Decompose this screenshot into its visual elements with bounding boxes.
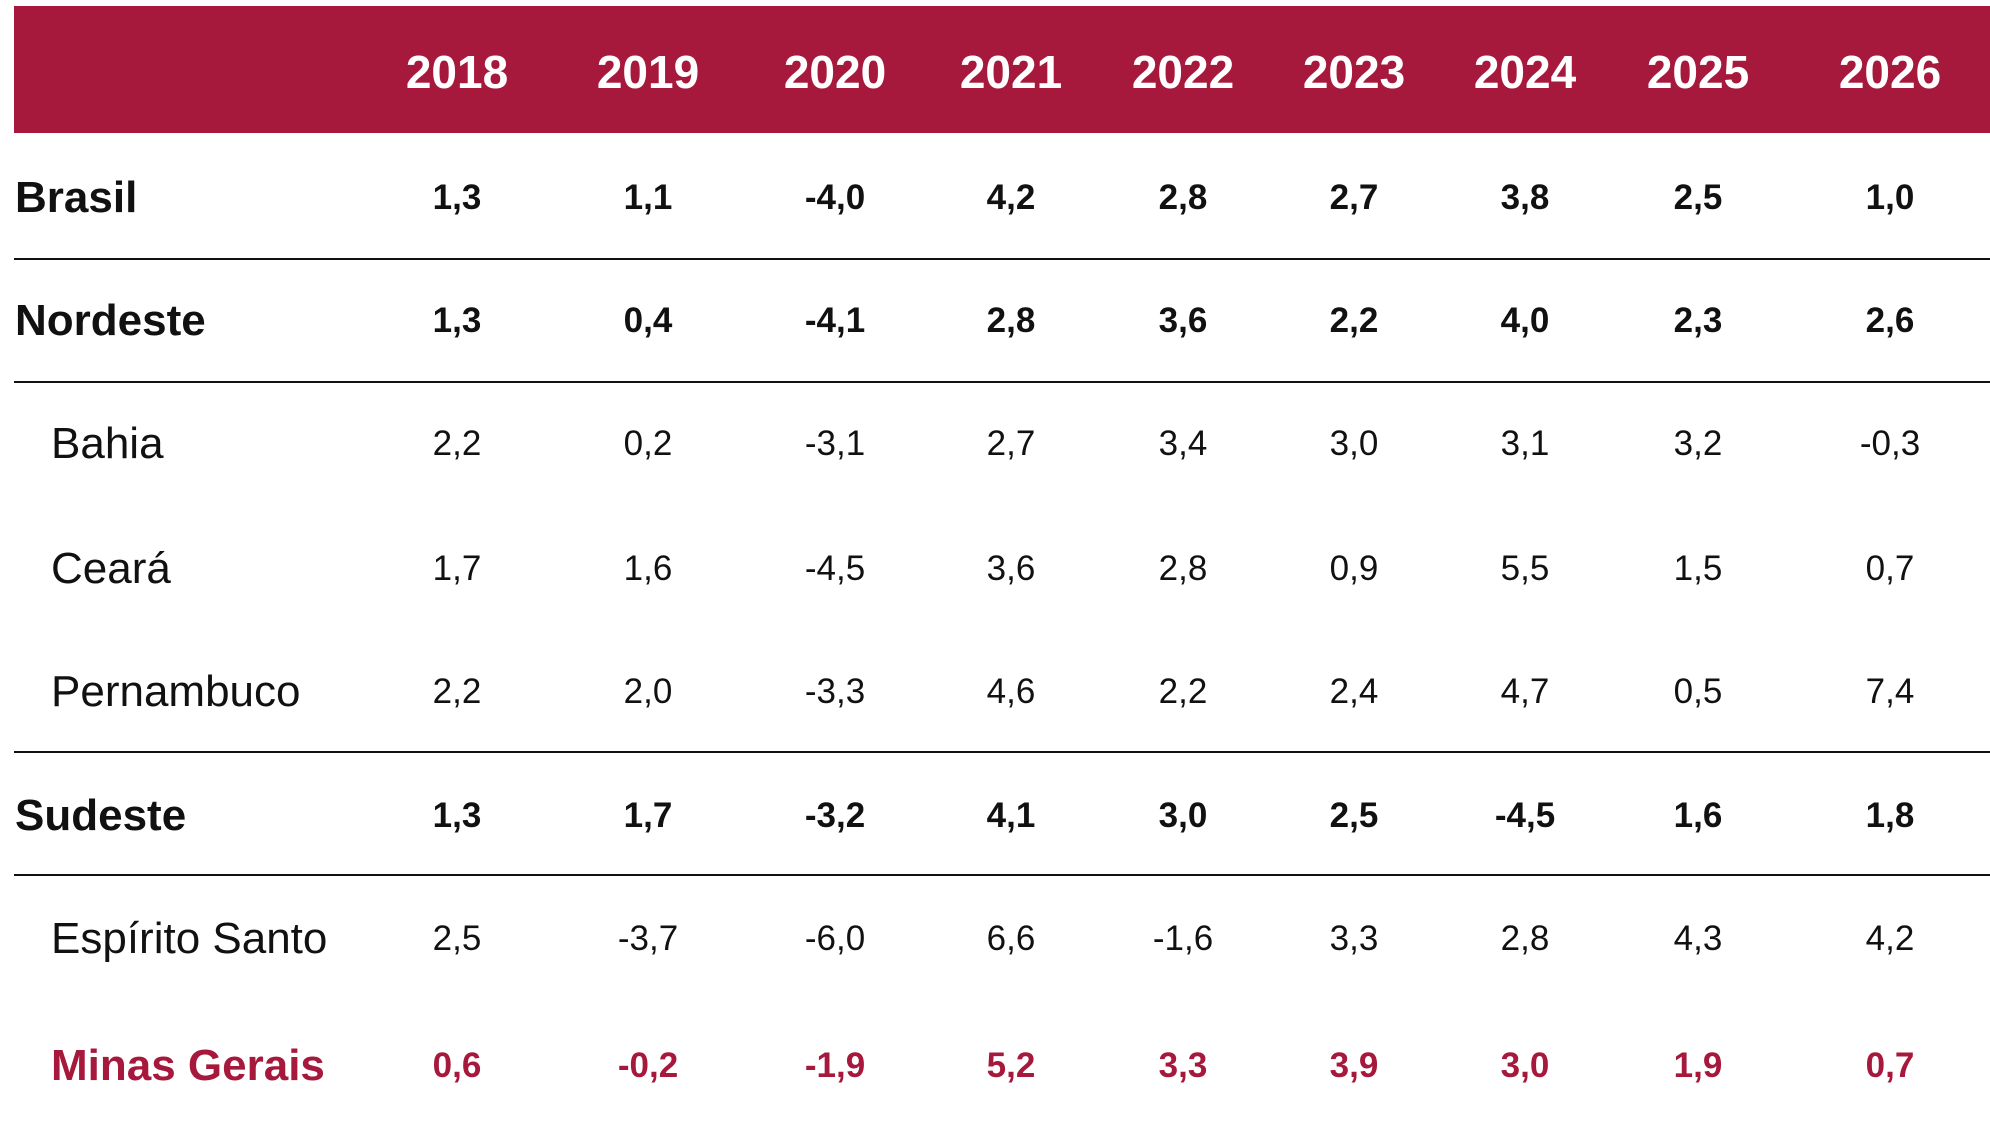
cell-value: 2,2 (432, 672, 482, 711)
column-header: 2022 (1131, 46, 1235, 98)
header-band (14, 6, 1990, 133)
cell-value: -6,0 (804, 919, 866, 958)
column-header: 2024 (1473, 46, 1577, 98)
cell-value: 5,2 (986, 1046, 1036, 1085)
cell-value: 1,7 (432, 549, 482, 588)
row-label: Sudeste (15, 791, 187, 840)
row-label: Ceará (51, 544, 171, 593)
cell-value: -4,5 (804, 549, 866, 588)
cell-value: 3,6 (1158, 301, 1208, 340)
cell-value: 1,0 (1865, 178, 1915, 217)
cell-value: 2,2 (1329, 301, 1379, 340)
cell-value: 4,1 (986, 796, 1036, 835)
cell-value: 1,9 (1673, 1046, 1723, 1085)
cell-value: 4,6 (986, 672, 1036, 711)
cell-value: 0,4 (623, 301, 673, 340)
row-label: Espírito Santo (51, 914, 328, 963)
cell-value: 2,0 (623, 672, 673, 711)
column-header: 2018 (405, 46, 509, 98)
column-header: 2025 (1646, 46, 1750, 98)
cell-value: 7,4 (1865, 672, 1915, 711)
cell-value: 2,8 (1500, 919, 1550, 958)
cell-value: 2,6 (1865, 301, 1915, 340)
cell-value: 1,8 (1865, 796, 1915, 835)
row-label: Nordeste (15, 296, 206, 345)
column-header: 2026 (1838, 46, 1942, 98)
cell-value: 1,3 (432, 301, 482, 340)
cell-value: 2,8 (1158, 549, 1208, 588)
cell-value: 0,2 (623, 424, 673, 463)
cell-value: 3,3 (1329, 919, 1379, 958)
cell-value: -0,3 (1859, 424, 1921, 463)
cell-value: -4,1 (804, 301, 866, 340)
cell-value: 2,7 (1329, 178, 1379, 217)
cell-value: 4,2 (986, 178, 1036, 217)
cell-value: 5,5 (1500, 549, 1550, 588)
cell-value: 4,3 (1673, 919, 1723, 958)
cell-value: 2,8 (986, 301, 1036, 340)
row-separator (14, 381, 1990, 383)
cell-value: 2,2 (1158, 672, 1208, 711)
row-label: Bahia (51, 419, 164, 468)
cell-value: 2,3 (1673, 301, 1723, 340)
cell-value: -0,2 (617, 1046, 679, 1085)
cell-value: 2,5 (432, 919, 482, 958)
column-header: 2023 (1302, 46, 1406, 98)
cell-value: 3,9 (1329, 1046, 1379, 1085)
cell-value: 3,2 (1673, 424, 1723, 463)
column-header: 2019 (596, 46, 700, 98)
cell-value: 0,7 (1865, 549, 1915, 588)
row-label: Pernambuco (51, 667, 301, 716)
cell-value: -1,6 (1152, 919, 1214, 958)
cell-value: 1,6 (623, 549, 673, 588)
cell-value: 4,7 (1500, 672, 1550, 711)
cell-value: 2,5 (1673, 178, 1723, 217)
cell-value: 1,6 (1673, 796, 1723, 835)
cell-value: 0,6 (432, 1046, 482, 1085)
cell-value: 2,4 (1329, 672, 1379, 711)
cell-value: 3,6 (986, 549, 1036, 588)
cell-value: -3,7 (617, 919, 679, 958)
column-header: 2021 (959, 46, 1063, 98)
cell-value: 3,0 (1329, 424, 1379, 463)
row-label: Minas Gerais (51, 1041, 325, 1090)
cell-value: 3,4 (1158, 424, 1208, 463)
cell-value: 3,8 (1500, 178, 1550, 217)
cell-value: 1,3 (432, 796, 482, 835)
row-separator (14, 874, 1990, 876)
cell-value: -3,2 (804, 796, 866, 835)
cell-value: 1,5 (1673, 549, 1723, 588)
cell-value: 4,2 (1865, 919, 1915, 958)
row-separator (14, 751, 1990, 753)
cell-value: -1,9 (804, 1046, 866, 1085)
cell-value: 2,7 (986, 424, 1036, 463)
cell-value: 3,0 (1158, 796, 1208, 835)
cell-value: 1,7 (623, 796, 673, 835)
column-header: 2020 (783, 46, 887, 98)
cell-value: 2,8 (1158, 178, 1208, 217)
cell-value: 2,2 (432, 424, 482, 463)
cell-value: 3,0 (1500, 1046, 1550, 1085)
cell-value: 1,3 (432, 178, 482, 217)
cell-value: 0,9 (1329, 549, 1379, 588)
cell-value: 3,3 (1158, 1046, 1208, 1085)
cell-value: 1,1 (623, 178, 673, 217)
row-separator (14, 258, 1990, 260)
cell-value: 4,0 (1500, 301, 1550, 340)
cell-value: 3,1 (1500, 424, 1550, 463)
cell-value: -4,5 (1494, 796, 1556, 835)
cell-value: 0,7 (1865, 1046, 1915, 1085)
row-label: Brasil (15, 173, 138, 222)
cell-value: 2,5 (1329, 796, 1379, 835)
cell-value: -4,0 (804, 178, 866, 217)
cell-value: 0,5 (1673, 672, 1723, 711)
cell-value: -3,3 (804, 672, 866, 711)
cell-value: 6,6 (986, 919, 1036, 958)
cell-value: -3,1 (804, 424, 866, 463)
